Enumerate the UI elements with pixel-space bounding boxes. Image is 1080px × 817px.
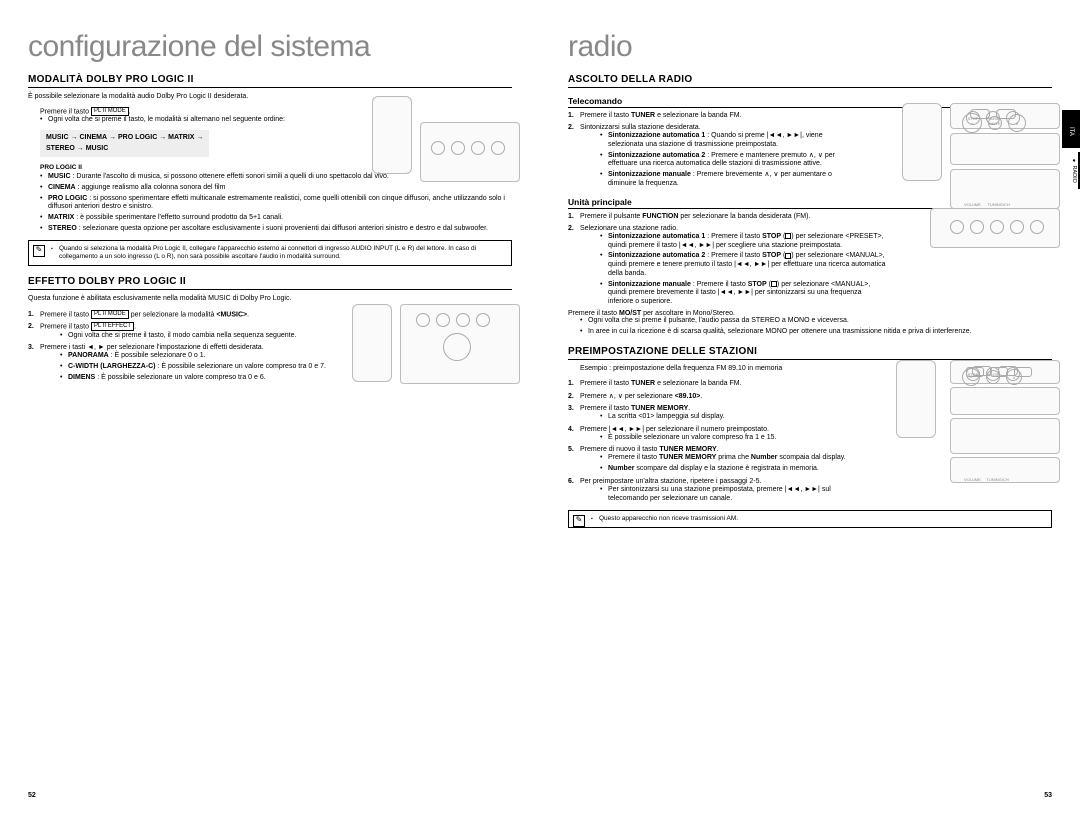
- remote-ill-3: [902, 103, 942, 181]
- page-title-right: radio: [568, 30, 1052, 64]
- remote-ill-4: [896, 360, 936, 438]
- page-number-right: 53: [1044, 792, 1052, 799]
- note-box-1: ✎ Quando si seleziona la modalità Pro Lo…: [28, 240, 512, 267]
- toggle-note: Ogni volta che si preme il tasto, le mod…: [40, 116, 512, 125]
- unit-steps: Premere il pulsante FUNCTION per selezio…: [568, 212, 888, 307]
- panel-ill-4: [930, 208, 1060, 248]
- panel-ill-3: STOPPAUSE +MUTE∧VOLUME TUNING/CH: [950, 103, 1060, 209]
- pl-mode-button-label: PL II MODE: [91, 107, 129, 116]
- intro-effect: Questa funzione è abilitata esclusivamen…: [28, 294, 512, 303]
- mode-sequence: MUSICCINEMAPRO LOGICMATRIX STEREOMUSIC: [40, 130, 209, 157]
- panel-ill-5: STOPPAUSE +∧VOLUME TUNING/CH: [950, 360, 1060, 483]
- heading-radio-listen: ASCOLTO DELLA RADIO: [568, 74, 1052, 88]
- mode-list: MUSIC : Durante l'ascolto di musica, si …: [40, 173, 512, 234]
- remote-steps: Premere il tasto TUNER e selezionare la …: [568, 111, 848, 189]
- step-text: Premere il tasto: [40, 109, 89, 116]
- lang-tab: ITA: [1062, 110, 1080, 148]
- note-icon-2: ✎: [573, 515, 585, 527]
- note-box-2: ✎ Questo apparecchio non riceve trasmiss…: [568, 510, 1052, 528]
- intro-text: È possibile selezionare la modalità audi…: [28, 92, 512, 101]
- section-tab: RADIO: [1066, 152, 1080, 189]
- heading-preset: PREIMPOSTAZIONE DELLE STAZIONI: [568, 346, 1052, 360]
- note-icon: ✎: [33, 245, 45, 257]
- heading-dolby-mode: MODALITÀ DOLBY PRO LOGIC II: [28, 74, 512, 88]
- page-title-left: configurazione del sistema: [28, 30, 512, 64]
- mono-notes: Ogni volta che si preme il pulsante, l'a…: [580, 317, 1052, 337]
- remote-illustration: [372, 96, 412, 174]
- preset-steps: Premere il tasto TUNER e selezionare la …: [568, 379, 858, 503]
- heading-dolby-effect: EFFETTO DOLBY PRO LOGIC II: [28, 276, 512, 290]
- page-number-left: 52: [28, 792, 36, 799]
